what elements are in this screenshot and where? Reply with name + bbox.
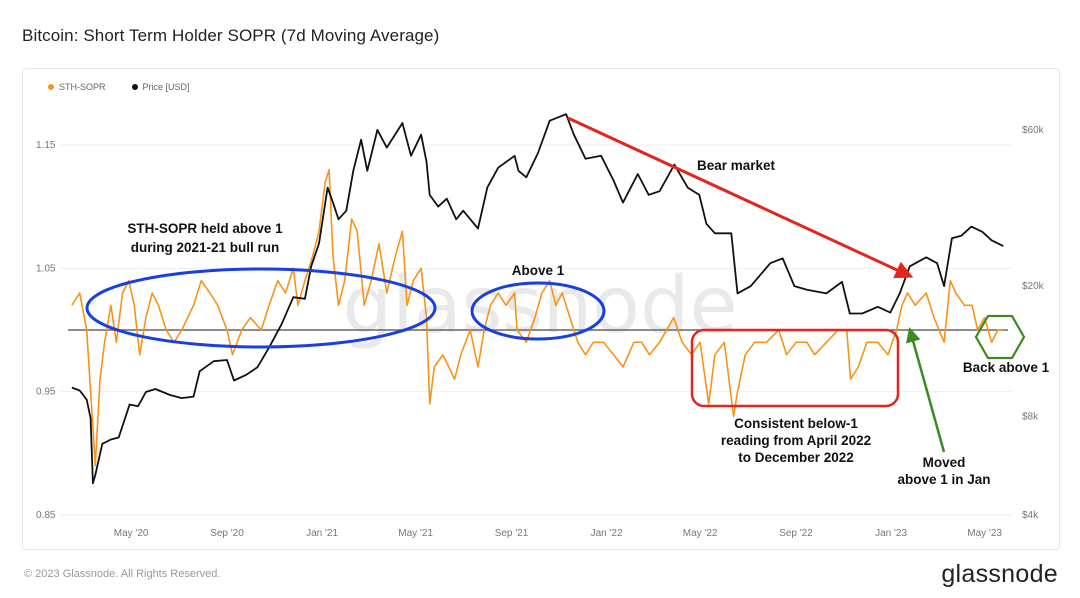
x-tick-label: May '23 bbox=[967, 528, 1002, 539]
chart-title: Bitcoin: Short Term Holder SOPR (7d Movi… bbox=[22, 26, 440, 45]
y-left-tick-label: 1.05 bbox=[36, 263, 56, 274]
legend-item-sth-sopr[interactable]: STH-SOPR bbox=[48, 82, 106, 92]
price-line bbox=[71, 113, 1004, 485]
chart-frame bbox=[22, 68, 1060, 550]
legend-label-sth-sopr: STH-SOPR bbox=[59, 82, 106, 92]
legend-dot-sth-sopr bbox=[48, 84, 54, 90]
x-tick-label: Jan '22 bbox=[591, 528, 623, 539]
x-tick-label: May '20 bbox=[114, 528, 149, 539]
x-tick-label: Jan '21 bbox=[306, 528, 338, 539]
x-tick-label: Jan '23 bbox=[875, 528, 907, 539]
x-tick-label: May '22 bbox=[683, 528, 718, 539]
bull-run-annotation-line: STH-SOPR held above 1 bbox=[127, 221, 283, 236]
y-left-tick-label: 1.15 bbox=[36, 140, 56, 151]
y-right-tick-label: $4k bbox=[1022, 510, 1039, 521]
y-right-tick-label: $20k bbox=[1022, 281, 1045, 292]
x-tick-label: Sep '20 bbox=[210, 528, 244, 539]
above-1-ellipse bbox=[470, 281, 606, 341]
legend-dot-price bbox=[131, 84, 138, 90]
x-tick-label: May '21 bbox=[398, 528, 433, 539]
chart-legend: STH-SOPR Price [USD] bbox=[48, 82, 190, 92]
x-tick-label: Sep '22 bbox=[779, 528, 813, 539]
x-tick-label: Sep '21 bbox=[495, 528, 529, 539]
back-above-1-hexagon bbox=[974, 314, 1026, 360]
moved-above-1-annotation-line: Moved bbox=[923, 455, 966, 470]
moved-above-1-annotation-line: above 1 in Jan bbox=[897, 472, 990, 487]
watermark-text: glassnode bbox=[343, 261, 738, 351]
bear-market-arrow bbox=[567, 116, 914, 279]
below-1-box bbox=[690, 328, 900, 408]
bull-run-ellipse bbox=[85, 267, 437, 349]
moved-above-1-arrow bbox=[905, 327, 946, 453]
glassnode-logo: glassnode bbox=[941, 560, 1058, 588]
y-right-tick-label: $8k bbox=[1022, 411, 1039, 422]
above-1-annotation-line: Above 1 bbox=[512, 263, 565, 278]
legend-item-price[interactable]: Price [USD] bbox=[131, 82, 190, 92]
below-1-annotation-line: to December 2022 bbox=[738, 450, 854, 465]
bull-run-annotation-line: during 2021-21 bull run bbox=[131, 240, 280, 255]
bear-market-annotation-line: Bear market bbox=[697, 158, 776, 173]
copyright-text: © 2023 Glassnode. All Rights Reserved. bbox=[24, 568, 221, 580]
y-right-tick-label: $60k bbox=[1022, 125, 1045, 136]
back-above-1-annotation-line: Back above 1 bbox=[963, 360, 1050, 375]
below-1-annotation-line: reading from April 2022 bbox=[721, 433, 871, 448]
y-left-tick-label: 0.85 bbox=[36, 510, 56, 521]
y-left-tick-label: 0.95 bbox=[36, 387, 56, 398]
below-1-annotation-line: Consistent below-1 bbox=[734, 416, 858, 431]
sth-sopr-line bbox=[71, 168, 1004, 467]
legend-label-price: Price [USD] bbox=[142, 82, 190, 92]
